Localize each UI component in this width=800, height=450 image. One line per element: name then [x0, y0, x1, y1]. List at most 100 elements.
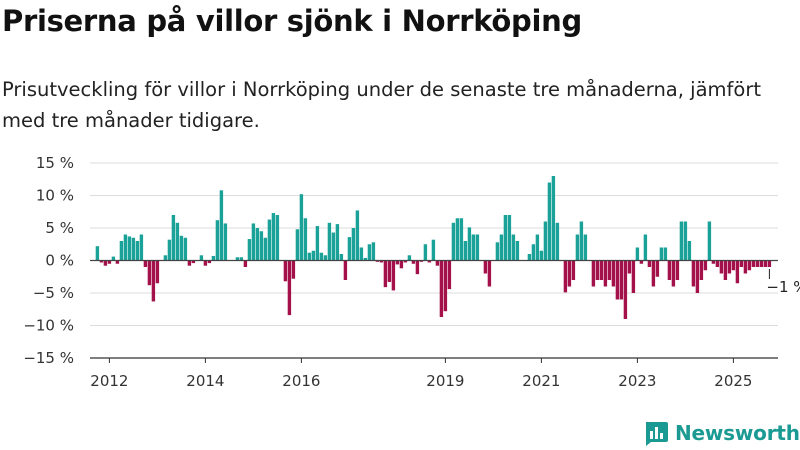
bar	[167, 239, 172, 261]
bar	[387, 260, 392, 282]
bar	[739, 260, 744, 267]
x-tick-label: 2012	[90, 372, 128, 390]
bar	[543, 221, 548, 261]
bar	[355, 210, 360, 261]
bar	[251, 223, 256, 261]
bar	[395, 260, 400, 265]
bar	[95, 246, 100, 261]
bar	[391, 260, 396, 291]
bar	[295, 229, 300, 261]
bar	[507, 215, 512, 261]
bar	[187, 260, 192, 266]
brand-name: Newsworthy	[675, 421, 800, 445]
bar	[591, 260, 596, 287]
bar	[99, 260, 104, 263]
bar	[611, 260, 616, 287]
bar	[107, 260, 112, 264]
bar	[715, 260, 720, 267]
bar	[531, 244, 536, 261]
bar	[499, 234, 504, 261]
bar	[563, 260, 568, 293]
bar	[487, 260, 492, 287]
bar	[211, 255, 216, 261]
bar	[763, 260, 768, 267]
bar	[371, 242, 376, 261]
bar	[555, 222, 560, 261]
bar	[723, 260, 728, 280]
bar	[407, 255, 412, 261]
bar	[191, 260, 196, 264]
bar	[595, 260, 600, 280]
newsworthy-logo: Newsworthy	[643, 420, 800, 446]
bar	[599, 260, 604, 280]
bar	[347, 237, 352, 261]
bar	[567, 260, 572, 287]
bar	[447, 260, 452, 290]
bar	[399, 260, 404, 269]
bar	[607, 260, 612, 280]
bar	[443, 260, 448, 312]
bar	[255, 228, 260, 261]
bar	[711, 260, 716, 264]
bar	[115, 260, 120, 264]
bar	[635, 247, 640, 261]
x-tick-label: 2023	[618, 372, 656, 390]
bar	[583, 234, 588, 261]
bar	[735, 260, 740, 284]
bar	[319, 252, 324, 261]
x-tick-label: 2019	[426, 372, 464, 390]
bar	[687, 241, 692, 261]
bar	[271, 213, 276, 261]
bar	[291, 260, 296, 279]
bar	[183, 237, 188, 261]
bar	[223, 223, 228, 261]
x-tick-label: 2016	[282, 372, 320, 390]
bar	[411, 260, 416, 264]
bar	[475, 234, 480, 261]
bar	[467, 227, 472, 261]
bar	[263, 237, 268, 261]
bar	[363, 257, 368, 261]
bar	[359, 247, 364, 261]
bar	[683, 221, 688, 261]
bar	[403, 260, 408, 263]
bar	[503, 215, 508, 261]
bar	[623, 260, 628, 319]
bar	[199, 255, 204, 261]
bar	[155, 260, 160, 284]
y-tick-label: −5 %	[33, 284, 74, 302]
bar	[631, 260, 636, 293]
bar	[307, 252, 312, 261]
bar	[571, 260, 576, 280]
bar	[727, 260, 732, 274]
bar	[367, 244, 372, 261]
bar	[239, 257, 244, 261]
bar	[275, 215, 280, 261]
y-tick-label: 0 %	[45, 252, 74, 270]
bar	[103, 260, 108, 266]
bar	[535, 234, 540, 261]
bar	[207, 260, 212, 264]
y-tick-label: −15 %	[23, 349, 74, 367]
bar	[431, 239, 436, 261]
bar	[615, 260, 620, 300]
bar	[651, 260, 656, 287]
bar	[767, 260, 772, 267]
y-tick-label: 10 %	[36, 187, 74, 205]
bar	[755, 260, 760, 267]
bar	[315, 226, 320, 261]
bar	[539, 250, 544, 261]
bar	[383, 260, 388, 288]
bar	[703, 260, 708, 271]
bar	[463, 241, 468, 261]
bar	[311, 250, 316, 261]
bar	[575, 234, 580, 261]
bar	[471, 234, 476, 261]
bar	[339, 254, 344, 261]
bar	[299, 194, 304, 261]
bar	[287, 260, 292, 316]
bar	[379, 260, 384, 263]
bar	[731, 260, 736, 271]
bar	[327, 222, 332, 261]
bar	[643, 234, 648, 261]
